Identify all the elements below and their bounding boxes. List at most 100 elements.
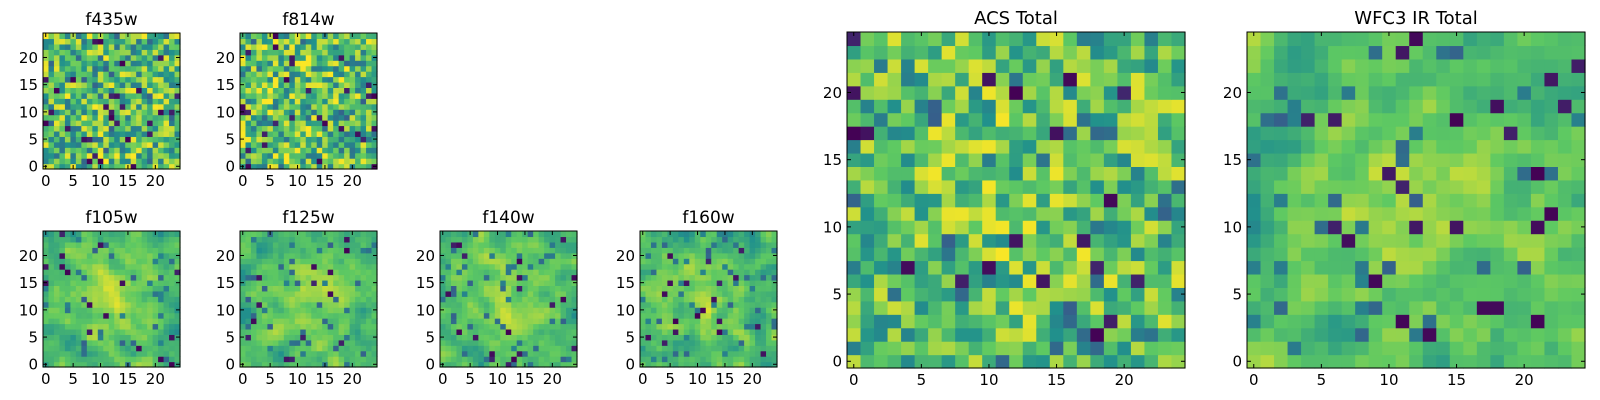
x-tick-label: 5 (665, 370, 675, 388)
heatmap-cell (245, 258, 252, 265)
heatmap-cell (1463, 341, 1478, 356)
heatmap-cell (43, 152, 50, 159)
heatmap-cell (1463, 220, 1478, 235)
heatmap-cell (97, 263, 104, 270)
heatmap-cell (250, 356, 258, 363)
heatmap-cell (311, 76, 318, 83)
heatmap-cell (1049, 327, 1064, 342)
heatmap-cell (700, 241, 707, 248)
heatmap-cell (366, 43, 373, 50)
heatmap-cell (366, 54, 373, 61)
heatmap-cell (467, 345, 474, 352)
heatmap-cell (86, 130, 93, 137)
heatmap-cell (81, 345, 88, 352)
heatmap-cell (645, 231, 652, 238)
heatmap-cell (53, 103, 61, 110)
heatmap-cell (59, 350, 66, 357)
heatmap-cell (766, 296, 773, 303)
heatmap-cell (360, 125, 367, 132)
heatmap-cell (338, 252, 345, 259)
heatmap-cell (727, 274, 734, 281)
heatmap-cell (733, 339, 740, 346)
heatmap-cell (1063, 152, 1078, 167)
heatmap-cell (1144, 220, 1159, 235)
heatmap-cell (86, 263, 93, 270)
heatmap-cell (1103, 233, 1118, 248)
heatmap-cell (108, 301, 115, 308)
heatmap-cell (53, 350, 61, 357)
heatmap-cell (114, 43, 121, 50)
heatmap-cell (689, 247, 696, 254)
heatmap-cell (48, 263, 55, 270)
heatmap-cell (549, 301, 556, 308)
heatmap-cell (716, 247, 723, 254)
heatmap-cell (1287, 300, 1302, 315)
heatmap-cell (294, 92, 301, 99)
heatmap-cell (1130, 233, 1146, 248)
heatmap-cell (1395, 273, 1410, 288)
heatmap-cell (130, 163, 137, 170)
heatmap-cell (901, 193, 916, 208)
heatmap-cell (278, 54, 285, 61)
heatmap-cell (289, 318, 296, 325)
heatmap-cell (48, 33, 55, 40)
heatmap-cell (1368, 260, 1383, 275)
heatmap-cell (59, 158, 66, 165)
heatmap-cell (760, 307, 767, 314)
heatmap-cell (494, 312, 501, 319)
heatmap-cell (108, 120, 115, 127)
heatmap-cell (278, 130, 285, 137)
heatmap-cell (136, 163, 143, 170)
heatmap-cell (261, 334, 268, 341)
heatmap-cell (1260, 152, 1275, 167)
heatmap-cell (59, 141, 66, 148)
heatmap-cell (316, 296, 323, 303)
heatmap-cell (322, 136, 329, 143)
heatmap-cell (169, 252, 176, 259)
heatmap-cell (366, 274, 373, 281)
heatmap-cell (571, 269, 578, 276)
heatmap-cell (163, 296, 170, 303)
heatmap-cell (450, 312, 458, 319)
heatmap-cell (169, 231, 176, 238)
heatmap-cell (256, 345, 263, 352)
heatmap-cell (136, 65, 143, 72)
heatmap-cell (1328, 341, 1343, 356)
heatmap-cell (860, 287, 875, 302)
heatmap-cell (305, 361, 312, 368)
heatmap-cell (914, 179, 929, 194)
heatmap-cell (483, 312, 490, 319)
heatmap-cell (349, 258, 356, 265)
heatmap-cell (316, 141, 323, 148)
heatmap-cell (64, 231, 71, 238)
heatmap-cell (141, 345, 148, 352)
heatmap-cell (53, 98, 61, 105)
heatmap-cell (1341, 327, 1356, 342)
heatmap-cell (1476, 166, 1491, 181)
heatmap-cell (371, 285, 378, 292)
heatmap-cell (86, 236, 93, 243)
heatmap-cell (349, 109, 356, 116)
heatmap-cell (700, 290, 707, 297)
heatmap-cell (245, 241, 252, 248)
heatmap-cell (549, 285, 556, 292)
heatmap-cell (114, 120, 121, 127)
heatmap-cell (371, 114, 378, 121)
heatmap-cell (650, 274, 658, 281)
y-tick-label: 5 (832, 285, 842, 303)
heatmap-cell (294, 301, 301, 308)
heatmap-cell (261, 71, 268, 78)
heatmap-cell (1530, 247, 1546, 262)
heatmap-cell (544, 263, 551, 270)
heatmap-cell (914, 260, 929, 275)
heatmap-cell (256, 92, 263, 99)
heatmap-cell (738, 269, 745, 276)
heatmap-cell (683, 274, 690, 281)
heatmap-cell (555, 328, 562, 335)
heatmap-cell (349, 147, 356, 154)
heatmap-cell (1422, 166, 1437, 181)
heatmap-cell (1157, 139, 1173, 154)
heatmap-cell (344, 136, 351, 143)
heatmap-cell (1557, 193, 1573, 208)
heatmap-cell (1144, 126, 1159, 141)
